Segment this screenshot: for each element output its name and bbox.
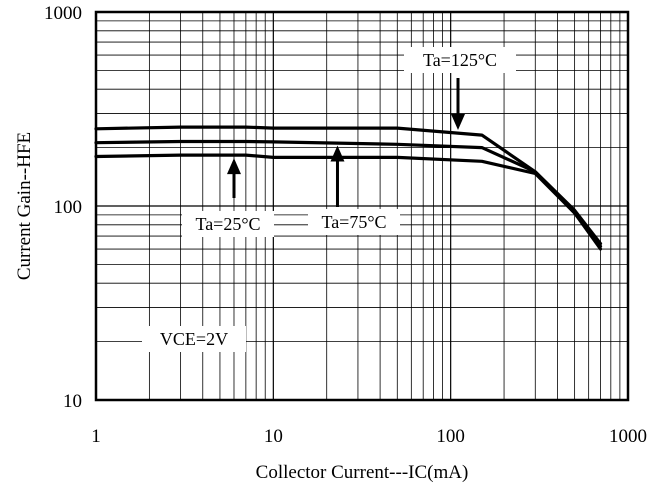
annotation-box-vce <box>142 326 246 352</box>
annotation-box-ta25 <box>182 211 274 237</box>
x-axis-title: Collector Current---IC(mA) <box>256 462 469 483</box>
y-tick-label: 10 <box>63 391 82 412</box>
annotation-vce: VCE=2V <box>160 329 228 349</box>
annotation-arrow-head <box>330 145 345 162</box>
annotation-box-ta75 <box>308 209 400 235</box>
annotation-box-ta125 <box>404 47 516 73</box>
x-tick-label: 1 <box>91 426 101 447</box>
annotation-arrow-head <box>451 114 466 131</box>
y-tick-label: 100 <box>54 197 83 218</box>
y-tick-label: 1000 <box>44 3 82 24</box>
series-line <box>94 153 603 251</box>
annotation-arrow-head <box>226 158 241 175</box>
x-tick-label: 10 <box>264 426 283 447</box>
data-series <box>94 125 603 251</box>
annotation-ta25: Ta=25°C <box>195 214 260 234</box>
y-axis-title: Current Gain--HFE <box>14 132 35 280</box>
annotation-ta125: Ta=125°C <box>423 50 497 70</box>
plot-frame <box>94 10 630 402</box>
annotation-ta75: Ta=75°C <box>321 212 386 232</box>
annotation-arrows <box>226 78 466 207</box>
x-tick-label: 1000 <box>609 426 647 447</box>
grid-lines <box>95 12 628 401</box>
tick-labels: 1 10 100 1000 10 100 1000 <box>44 3 647 447</box>
x-tick-label: 100 <box>436 426 465 447</box>
